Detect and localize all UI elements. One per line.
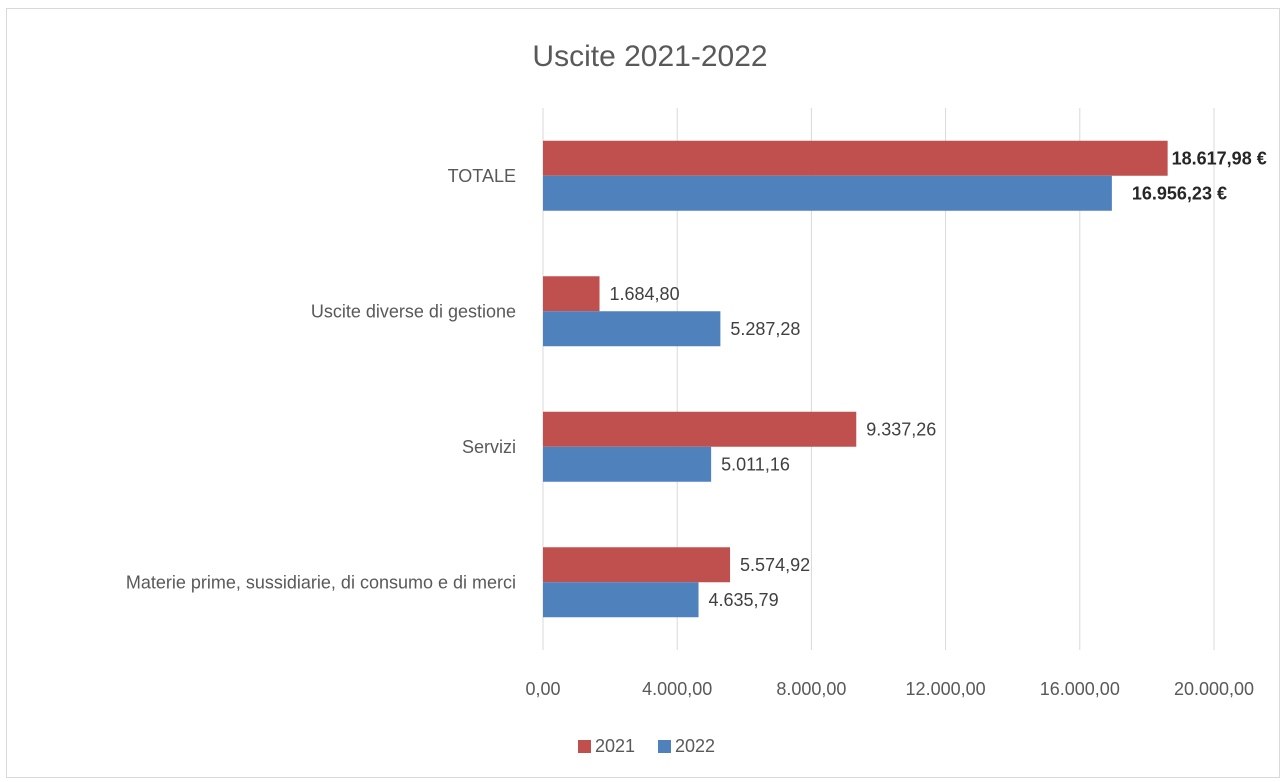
data-label-2021-1: 9.337,26 [866,419,936,439]
chart-frame [6,8,1280,778]
bar-2022-1 [543,446,712,482]
x-tick-labels: 0,00 4.000,00 8.000,00 12.000,00 16.000,00 20… [525,679,1254,699]
data-label-2022-3: 16.956,23 € [1132,183,1227,203]
x-tick-label-5: 20.000,00 [1174,679,1254,699]
bars [543,140,1168,618]
bar-2021-1 [543,411,857,447]
bar-2022-0 [543,582,699,618]
data-label-2022-0: 4.635,79 [709,590,779,610]
legend-label-2021: 2021 [595,736,635,756]
x-tick-label-4: 16.000,00 [1040,679,1120,699]
x-tick-label-0: 0,00 [525,679,560,699]
bar-2021-3 [543,140,1168,176]
bar-2021-0 [543,547,731,583]
bar-2022-3 [543,175,1112,211]
x-tick-label-1: 4.000,00 [642,679,712,699]
category-labels: Materie prime, sussidiarie, di consumo e… [126,166,516,593]
data-label-2022-2: 5.287,28 [730,319,800,339]
category-label-0: Materie prime, sussidiarie, di consumo e… [126,572,516,592]
legend-label-2022: 2022 [675,736,715,756]
chart-title: Uscite 2021-2022 [532,40,767,73]
bar-2021-2 [543,276,600,312]
x-tick-label-3: 12.000,00 [906,679,986,699]
bar-2022-2 [543,311,721,347]
x-tick-label-2: 8.000,00 [776,679,846,699]
category-label-1: Servizi [462,437,516,457]
data-labels: 5.574,92 4.635,79 9.337,26 5.011,16 1.684,80… [610,148,1267,610]
category-label-2: Uscite diverse di gestione [311,301,516,321]
legend-swatch-2021 [578,740,591,753]
data-label-2022-1: 5.011,16 [721,454,790,474]
legend: 2021 2022 [578,736,715,756]
legend-swatch-2022 [658,740,671,753]
category-label-3: TOTALE [448,166,516,186]
data-label-2021-3: 18.617,98 € [1172,148,1267,168]
data-label-2021-2: 1.684,80 [610,284,680,304]
data-label-2021-0: 5.574,92 [740,555,810,575]
